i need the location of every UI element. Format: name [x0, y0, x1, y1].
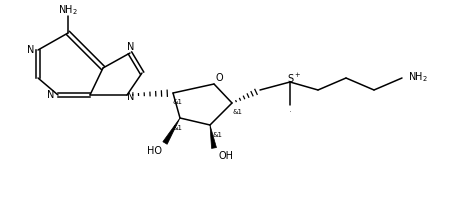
- Polygon shape: [209, 125, 216, 149]
- Text: NH$_2$: NH$_2$: [58, 3, 78, 17]
- Text: &1: &1: [173, 99, 183, 105]
- Text: NH$_2$: NH$_2$: [407, 70, 427, 84]
- Text: S$^+$: S$^+$: [286, 72, 301, 84]
- Text: M: M: [289, 111, 290, 113]
- Text: N: N: [127, 42, 134, 52]
- Text: O: O: [215, 73, 222, 83]
- Text: N: N: [47, 90, 55, 100]
- Text: &1: &1: [232, 109, 242, 115]
- Text: N: N: [127, 92, 134, 102]
- Text: &1: &1: [213, 132, 223, 138]
- Text: HO: HO: [147, 146, 162, 156]
- Text: OH: OH: [218, 151, 233, 161]
- Polygon shape: [162, 118, 179, 144]
- Text: N: N: [27, 45, 35, 55]
- Text: &1: &1: [173, 125, 183, 131]
